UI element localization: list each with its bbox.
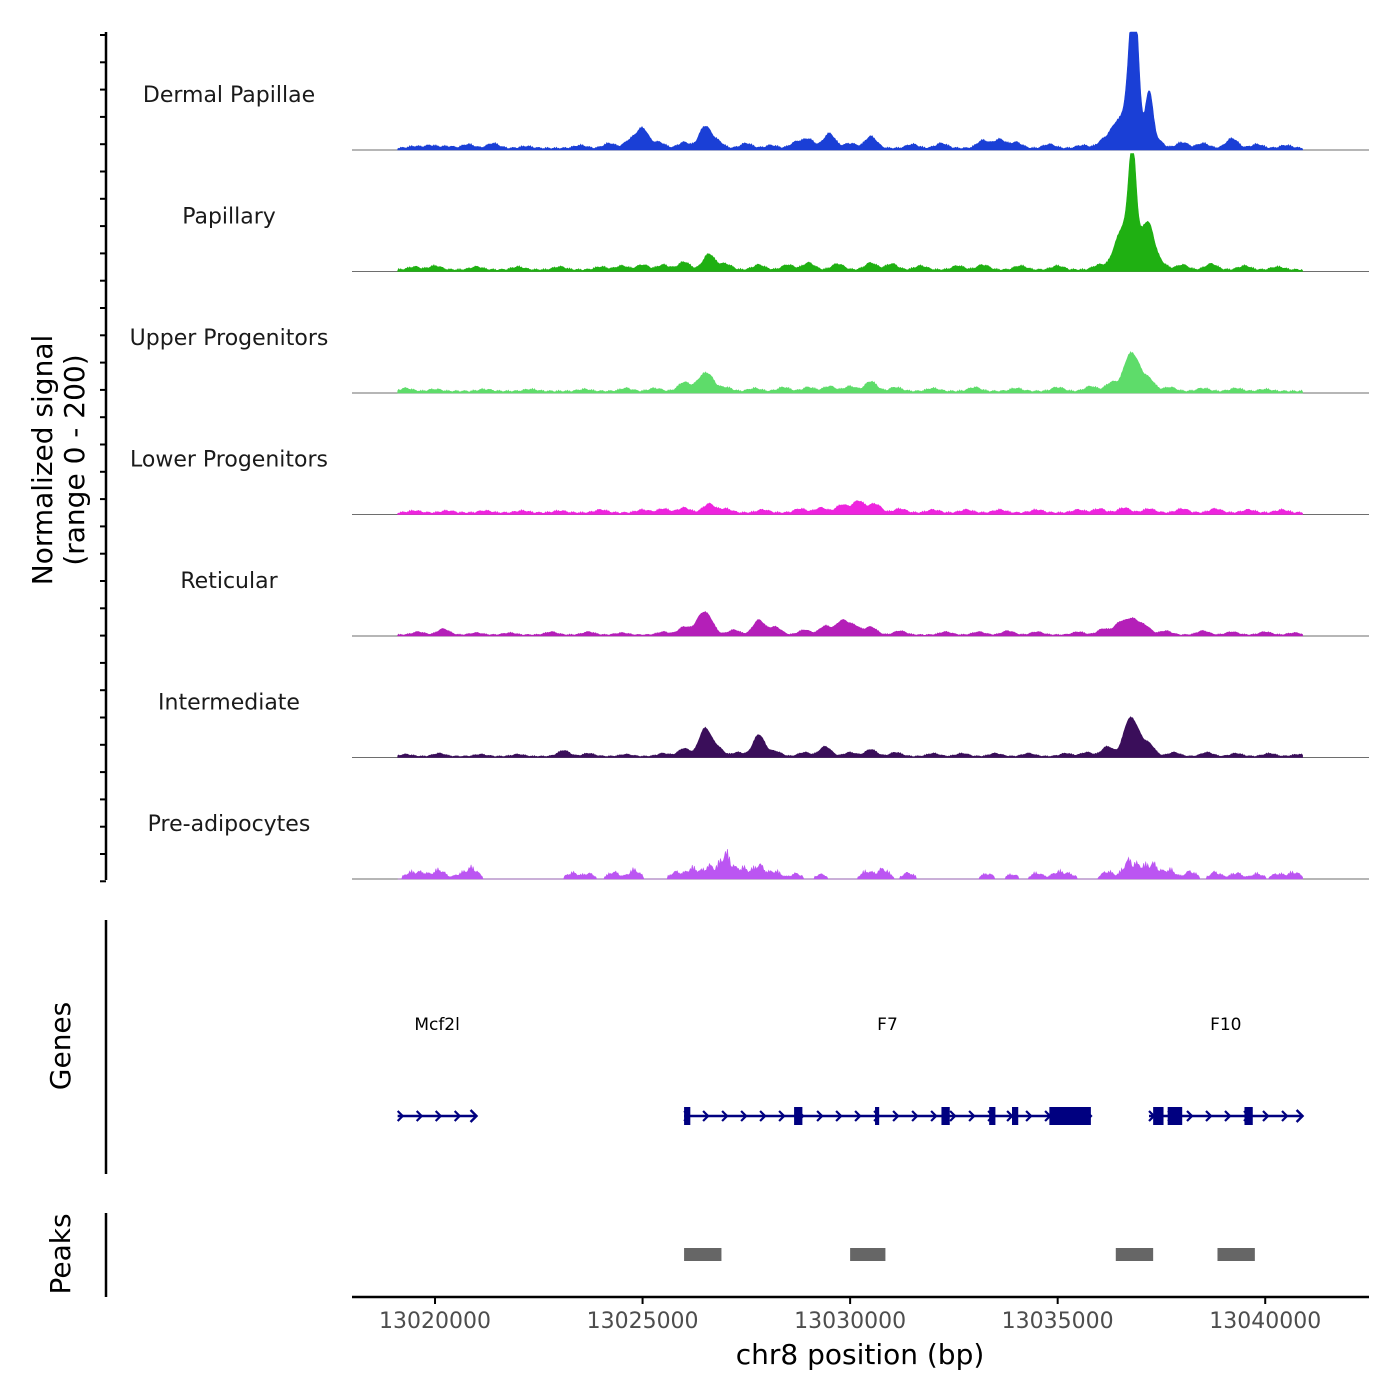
track-label: Reticular [180, 569, 278, 594]
signal-area [397, 500, 1303, 515]
x-tick-label: 13025000 [587, 1309, 699, 1334]
x-axis-title: chr8 position (bp) [736, 1338, 985, 1371]
x-tick-label: 13035000 [1002, 1309, 1114, 1334]
track-lower-progenitors: Lower Progenitors [130, 448, 1369, 515]
strand-arrow [453, 1110, 462, 1122]
genes-panel-title: Genes [44, 1002, 77, 1090]
track-dermal-papillae: Dermal Papillae [143, 31, 1369, 151]
strand-arrow [835, 1110, 843, 1122]
strand-arrow [816, 1110, 824, 1122]
gene-label: Mcf2l [414, 1015, 460, 1035]
gene-annotation-panel: Mcf2l F7 F10 [396, 1015, 1305, 1125]
signal-area [397, 153, 1303, 272]
track-label: Pre-adipocytes [148, 812, 311, 837]
strand-arrow [968, 1110, 976, 1122]
strand-arrow [1295, 1109, 1305, 1123]
peak-region [1115, 1248, 1154, 1261]
track-pre-adipocytes: Pre-adipocytes [148, 812, 1369, 880]
gene-label: F10 [1210, 1015, 1241, 1035]
peak-region [850, 1248, 886, 1261]
track-papillary: Papillary [182, 153, 1369, 272]
exon [1049, 1107, 1091, 1125]
strand-arrow [721, 1110, 729, 1122]
y-axis-title-line-2: (range 0 - 200) [58, 354, 91, 565]
track-reticular: Reticular [180, 569, 1369, 637]
x-tick-label: 13030000 [794, 1309, 906, 1334]
gene-f7: F7 [683, 1015, 1093, 1125]
signal-tracks: Dermal Papillae Papillary Upper Progenitor… [130, 31, 1369, 880]
strand-arrow [778, 1110, 786, 1122]
gene-f10: F10 [1148, 1015, 1305, 1125]
track-upper-progenitors: Upper Progenitors [130, 326, 1369, 394]
signal-area [397, 351, 1303, 394]
y-axis-title: Normalized signal (range 0 - 200) [26, 335, 91, 586]
gene-mcf2l: Mcf2l [396, 1015, 479, 1123]
signal-area [397, 611, 1303, 637]
x-axis-ticks: 13020000 13025000 13030000 13035000 13040000 [379, 1297, 1321, 1334]
x-tick-label: 13040000 [1209, 1309, 1321, 1334]
strand-arrow [1262, 1110, 1270, 1122]
exon [989, 1107, 996, 1125]
signal-y-axis-ticks [100, 34, 106, 883]
strand-arrow [759, 1110, 767, 1122]
strand-arrow [1186, 1110, 1194, 1122]
track-label: Upper Progenitors [130, 326, 329, 351]
peak-region [684, 1248, 722, 1261]
exon [684, 1107, 691, 1125]
exon [1167, 1107, 1183, 1125]
track-intermediate: Intermediate [158, 691, 1369, 758]
gene-label: F7 [877, 1015, 898, 1035]
strand-arrow [930, 1110, 938, 1122]
strand-arrow [1025, 1110, 1033, 1122]
track-label: Intermediate [158, 691, 300, 716]
exon [875, 1107, 880, 1125]
exon [941, 1107, 950, 1125]
strand-arrow [434, 1110, 443, 1122]
strand-arrow [740, 1110, 748, 1122]
peaks-panel [684, 1248, 1255, 1261]
peaks-panel-title: Peaks [44, 1213, 77, 1294]
strand-arrow [911, 1110, 919, 1122]
strand-arrow [1224, 1110, 1232, 1122]
track-label: Papillary [182, 205, 276, 230]
strand-arrow [1281, 1110, 1289, 1122]
strand-arrow [854, 1110, 862, 1122]
strand-arrow [1205, 1110, 1213, 1122]
y-axis-title-line-1: Normalized signal [26, 335, 59, 586]
signal-area [397, 849, 1303, 880]
strand-arrow [415, 1110, 424, 1122]
exon [1153, 1107, 1164, 1125]
signal-area [397, 31, 1303, 151]
strand-arrow [469, 1109, 479, 1123]
exon [1012, 1107, 1019, 1125]
peak-region [1217, 1248, 1255, 1261]
exon [794, 1107, 803, 1125]
strand-arrow [949, 1110, 957, 1122]
track-label: Dermal Papillae [143, 83, 315, 108]
x-tick-label: 13020000 [379, 1309, 491, 1334]
signal-area [397, 716, 1303, 758]
track-label: Lower Progenitors [130, 448, 328, 473]
strand-arrow [396, 1110, 405, 1122]
exon [1244, 1107, 1253, 1125]
strand-arrow [702, 1110, 710, 1122]
strand-arrow [892, 1110, 900, 1122]
